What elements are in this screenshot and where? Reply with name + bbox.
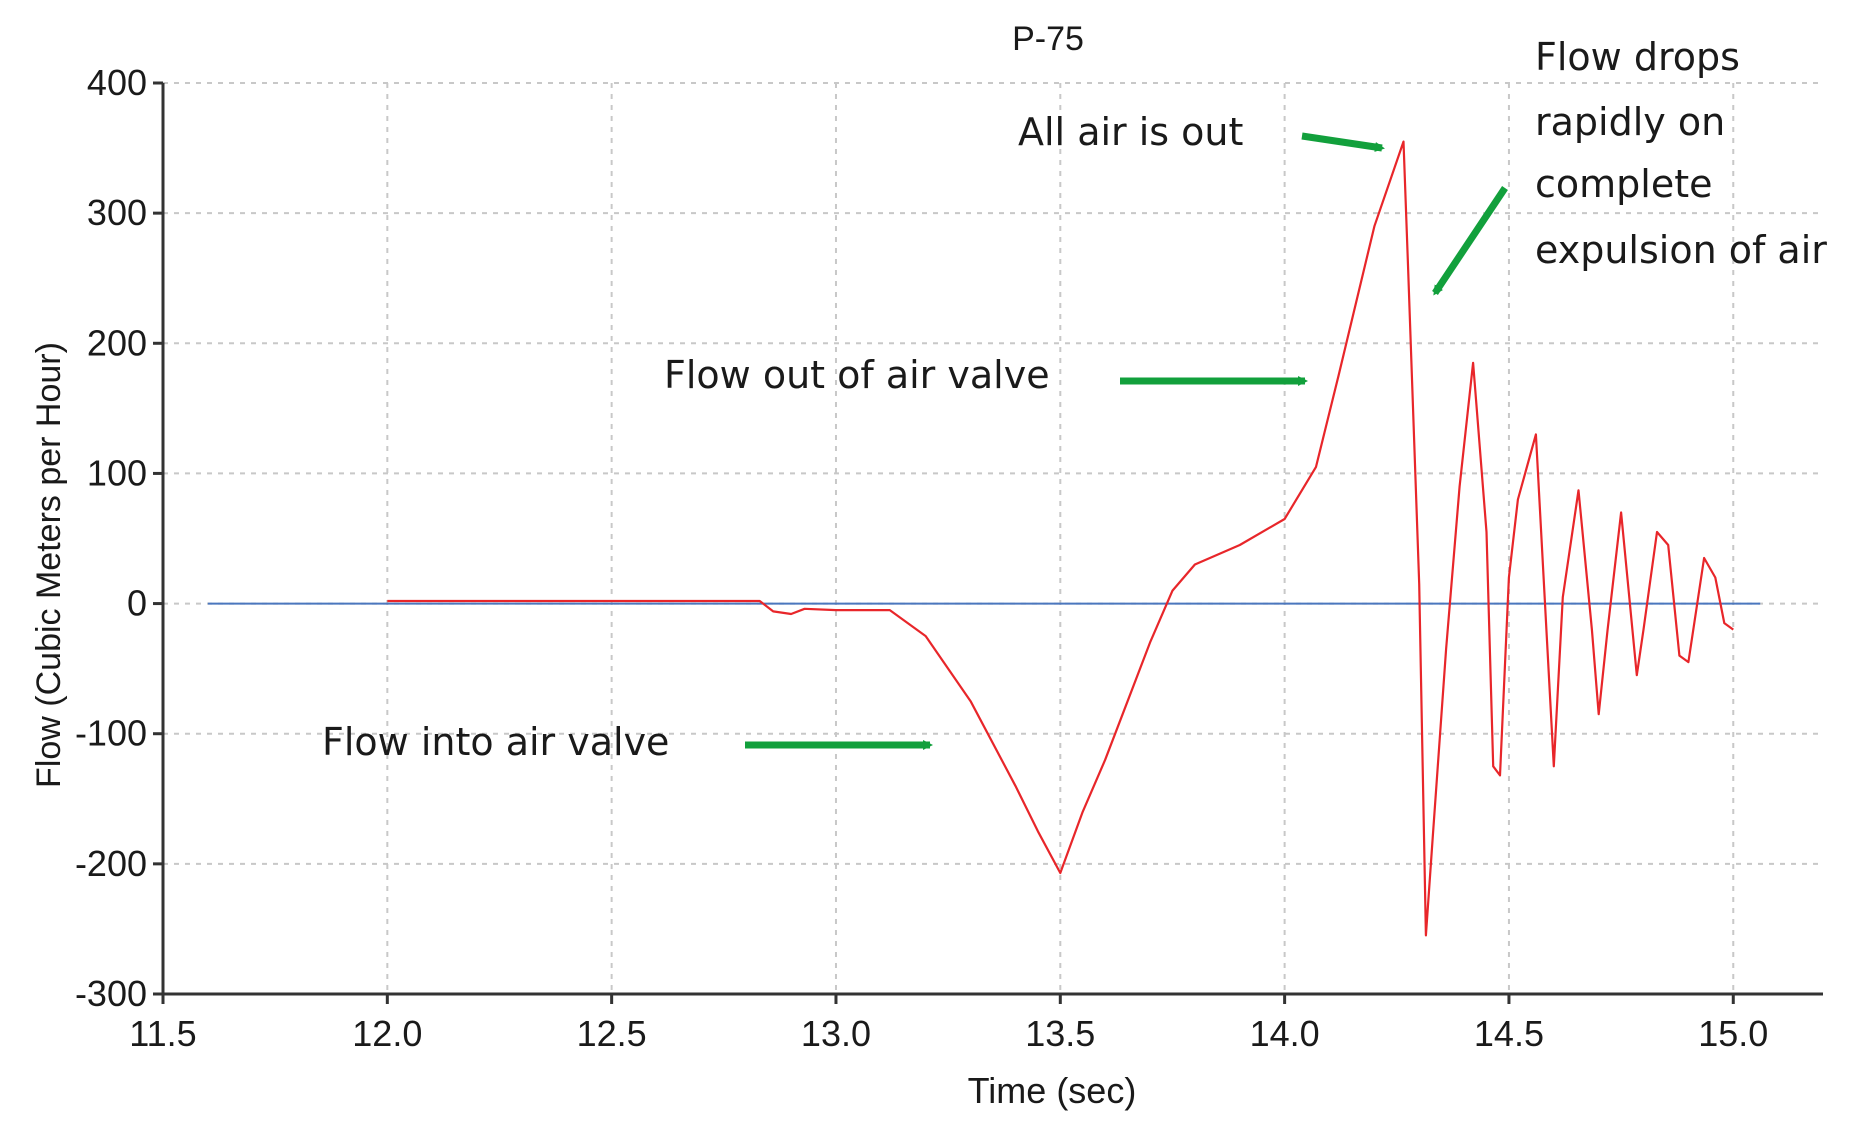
series-flow-line: [387, 140, 1734, 937]
annotation-flow-drops-line-1: Flow drops: [1535, 35, 1740, 79]
y-tick-label: 200: [87, 322, 147, 363]
annotation-flow-drops-line-3: complete: [1535, 162, 1713, 206]
series-layer: [207, 140, 1761, 937]
arrow-all-air-out: [1301, 132, 1385, 152]
x-axis-label: Time (sec): [968, 1070, 1137, 1111]
x-tick-label: 14.0: [1250, 1013, 1320, 1054]
annotation-flow-out: Flow out of air valve: [664, 353, 1050, 397]
annotation-flow-drops-line-2: rapidly on: [1535, 100, 1725, 144]
y-tick-label: 0: [127, 583, 147, 624]
annotation-flow-into: Flow into air valve: [322, 720, 669, 764]
grid: [163, 82, 1823, 994]
axes: 11.5 12.0 12.5 13.0 13.5 14.0 14.5 15.0 -300 -200…: [75, 62, 1823, 1054]
y-tick-label: 300: [87, 192, 147, 233]
arrow-flow-drops: [1432, 186, 1508, 296]
chart-title: P-75: [1012, 20, 1084, 58]
annotations: All air is out Flow drops rapidly on com…: [322, 35, 1827, 764]
x-tick-label: 12.5: [577, 1013, 647, 1054]
x-tick-label: 11.5: [129, 1013, 196, 1054]
y-tick-label: -200: [75, 843, 147, 884]
annotation-all-air-out: All air is out: [1018, 110, 1243, 154]
x-tick-label: 15.0: [1698, 1013, 1768, 1054]
labels: P-75 Time (sec) Flow (Cubic Meters per H…: [30, 20, 1136, 1111]
x-tick-label: 14.5: [1474, 1013, 1544, 1054]
x-tick-label: 13.0: [801, 1013, 871, 1054]
y-tick-label: -100: [75, 713, 147, 754]
x-tick-label: 12.0: [352, 1013, 422, 1054]
x-tick-label: 13.5: [1025, 1013, 1095, 1054]
annotation-flow-drops-line-4: expulsion of air: [1535, 228, 1827, 272]
y-axis-label: Flow (Cubic Meters per Hour): [30, 342, 68, 788]
y-tick-label: 100: [87, 452, 147, 493]
y-tick-label: 400: [87, 62, 147, 103]
y-tick-label: -300: [75, 973, 147, 1014]
